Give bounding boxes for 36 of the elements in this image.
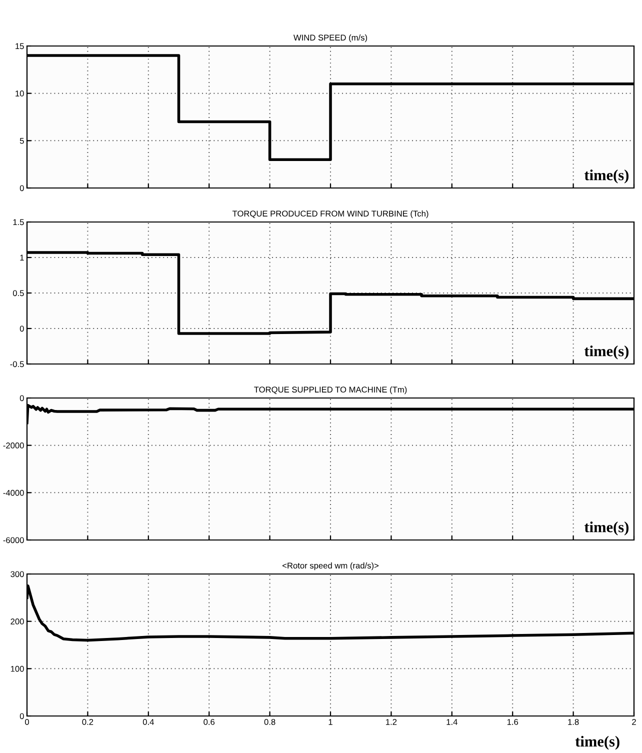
y-tick-label: 0 xyxy=(20,326,24,332)
x-tick-label: 2 xyxy=(632,719,636,725)
y-tick-label: 0.5 xyxy=(12,290,24,296)
y-tick-label: 0 xyxy=(20,395,24,402)
x-axis-title: time(s) xyxy=(575,736,620,750)
y-tick-label: 200 xyxy=(10,618,24,624)
x-tick-label: 1.6 xyxy=(507,719,518,725)
y-tick-label: 0 xyxy=(20,713,24,720)
x-tick-label: 0.6 xyxy=(204,719,215,725)
chart-title: TORQUE SUPPLIED TO MACHINE (Tm) xyxy=(254,386,407,394)
x-axis-title: time(s) xyxy=(584,522,628,536)
x-axis-title: time(s) xyxy=(584,346,628,360)
x-tick-label: 0.4 xyxy=(142,719,154,725)
chart-title: TORQUE PRODUCED FROM WIND TURBINE (Tch) xyxy=(232,210,428,218)
x-tick-label: 1.2 xyxy=(386,719,397,725)
x-tick-label: 1.4 xyxy=(446,719,458,725)
chart-title: <Rotor speed wm (rad/s)> xyxy=(282,562,378,570)
x-tick-label: 0 xyxy=(25,719,29,725)
x-axis-title: time(s) xyxy=(584,170,628,184)
y-tick-label: -6000 xyxy=(3,537,24,544)
y-tick-label: 0 xyxy=(20,185,24,192)
y-tick-label: 300 xyxy=(10,571,24,578)
y-tick-label: 15 xyxy=(16,43,24,50)
y-tick-label: 10 xyxy=(16,90,24,96)
x-tick-label: 1 xyxy=(328,719,332,725)
y-tick-label: 5 xyxy=(20,138,24,144)
y-tick-label: 1.5 xyxy=(13,219,24,226)
chart-title: WIND SPEED (m/s) xyxy=(294,34,368,42)
y-tick-label: -0.5 xyxy=(10,361,24,368)
x-tick-label: 0.2 xyxy=(82,719,94,725)
y-tick-label: 100 xyxy=(10,666,24,672)
y-tick-label: -4000 xyxy=(3,490,24,496)
y-tick-label: 1 xyxy=(20,254,24,261)
x-tick-label: 0.8 xyxy=(264,719,276,725)
y-tick-label: -2000 xyxy=(3,442,24,448)
x-tick-label: 1.8 xyxy=(568,719,579,725)
